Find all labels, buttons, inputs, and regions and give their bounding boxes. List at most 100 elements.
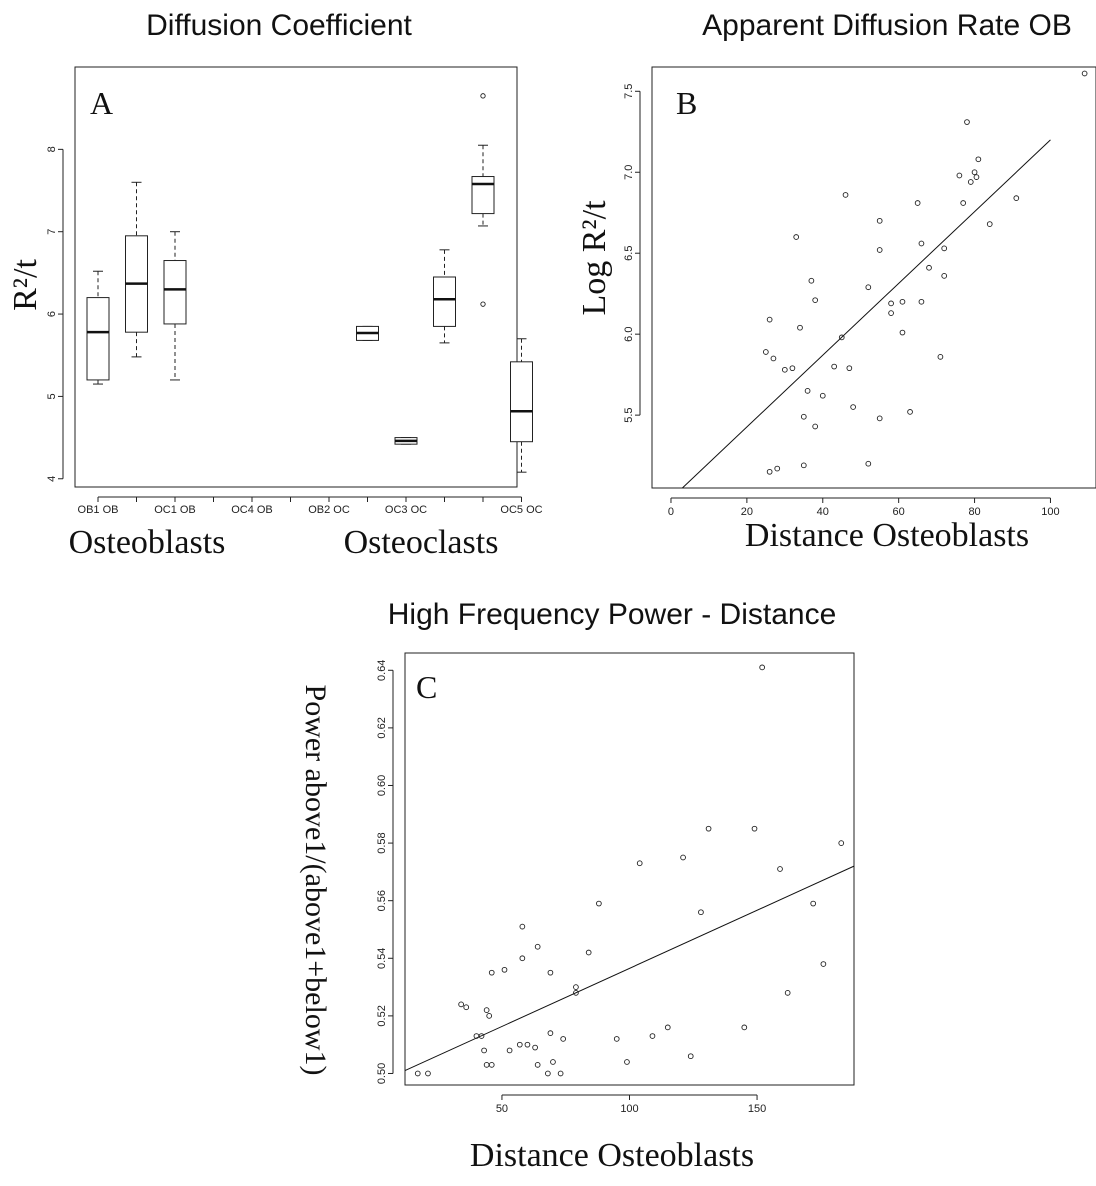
panel-c-data-point [705,825,712,832]
panel-c-data-point [784,989,791,996]
panel-c-data-point [425,1070,431,1077]
panel-b-ylabel: Log R²/t [576,200,613,316]
panel-a-y-tick-label: 7 [46,229,58,235]
panel-c-data-point [534,1061,541,1068]
panel-c-data-point [741,1024,748,1031]
panel-b-data-point [973,174,980,180]
panel-b-label: B [676,85,697,121]
box-oc4-oc [471,93,495,307]
panel-b-data-point [766,468,773,475]
panel-c-data-point [573,984,579,990]
panel-b-data-point [937,353,944,360]
panel-b-data-point [876,217,883,224]
panel-b-data-point [960,200,967,206]
panel-a-x-tick-label: OC3 OC [385,504,427,516]
panel-b-data-point [846,365,853,372]
panel-c-y-tick-label: 0.62 [376,717,388,738]
box-outlier-point [480,301,486,307]
panel-c-y-tick-label: 0.56 [376,890,388,911]
panel-b-x-tick-label: 60 [893,506,905,518]
panel-b-data-point [888,300,894,307]
panel-c-data-point [698,909,704,916]
panel-b-frame [651,66,1096,489]
panel-b-data-point [804,387,811,394]
panel-b-data-point [899,298,906,305]
panel-c-data-point [545,1070,551,1077]
panel-b-data-point [838,334,845,341]
panel-b-data-point [986,221,993,227]
panel-c-y-tick-label: 0.54 [376,948,388,969]
panel-b-data-point [876,415,883,422]
panel-c-data-point [596,900,602,907]
panel-b-data-point [876,247,883,253]
panel-b-title: Apparent Diffusion Rate OB [702,9,1072,42]
panel-b-data-point [774,465,781,472]
panel-b-data-point [1013,195,1020,202]
panel-c-data-point [488,969,495,976]
panel-c-data-point [751,825,758,832]
panel-b-data-point [964,119,970,125]
panel-c-data-point [478,1033,485,1039]
panel-c-data-point [664,1024,671,1031]
panel-c-data-point [759,664,766,671]
panel-b-data-point [781,366,788,373]
panel-c-data-point [550,1059,556,1065]
panel-a-y-tick-label: 8 [46,146,58,152]
panel-c-data-point [534,943,541,950]
panel-c-data-point [649,1033,656,1039]
panel-b-data-point [975,156,982,163]
panel-b-data-point [971,169,978,176]
panel-c-data-point [547,969,554,976]
panel-c-data-point [481,1047,487,1054]
panel-c-data-point [486,1013,493,1019]
panel-c-data-point [557,1070,564,1077]
panel-b-data-point [918,298,925,305]
panel-c-frame [404,652,855,1086]
panel-b-data-point [831,363,838,370]
box-oc1-ob [163,231,187,381]
panel-b-data-point [812,423,819,430]
panel-c-title: High Frequency Power - Distance [388,598,837,631]
box-oc2-oc [433,249,456,344]
panel-c-data-point [458,1001,464,1008]
panel-b-y-tick-label: 7.0 [623,165,635,180]
box-body [163,260,187,325]
panel-a-label: A [90,85,113,121]
panel-b-x-tick-label: 20 [741,506,753,518]
panel-a: Diffusion Coefficient A R²/t Osteoblasts… [7,9,543,561]
panel-b-data-point [812,297,819,304]
panel-c-data-point [532,1044,538,1051]
panel-a-x-tick-label: OC1 OB [154,504,196,516]
panel-c: High Frequency Power - Distance C Power … [299,598,855,1174]
panel-c-regression-line [404,865,855,1072]
panel-b-data-point [800,413,807,420]
panel-c-data-point [483,1061,490,1068]
panel-b-data-point [793,234,800,240]
box-oc3-oc [394,437,418,445]
panel-b-data-point [1081,70,1088,77]
panel-b-y-tick-label: 6.0 [623,327,635,342]
panel-b-data-point [967,179,974,185]
panel-b-data-point [819,392,826,399]
panel-a-frame [74,66,518,488]
panel-a-y-tick-label: 4 [46,476,58,482]
panel-a-x-tick-label: OB1 OB [78,504,119,516]
panel-a-group-label-osteoblasts: Osteoblasts [69,524,226,561]
box-ob1-ob [86,270,110,385]
panel-c-x-tick-label: 50 [496,1103,508,1115]
panel-c-data-point [560,1036,567,1042]
panel-c-data-point [483,1007,490,1013]
panel-b-data-point [800,462,807,469]
panel-c-data-point [585,949,592,956]
box-body [510,361,533,443]
panel-c-x-tick-label: 100 [620,1103,638,1115]
panel-a-x-tick-label: OC5 OC [500,504,542,516]
panel-b-data-point [850,404,856,410]
panel-c-data-point [516,1041,523,1048]
panel-b-data-point [907,409,913,415]
panel-c-data-point [501,966,508,973]
panel-c-data-point [524,1041,531,1048]
panel-b-data-point [918,240,925,247]
panel-c-y-tick-label: 0.50 [376,1063,388,1084]
